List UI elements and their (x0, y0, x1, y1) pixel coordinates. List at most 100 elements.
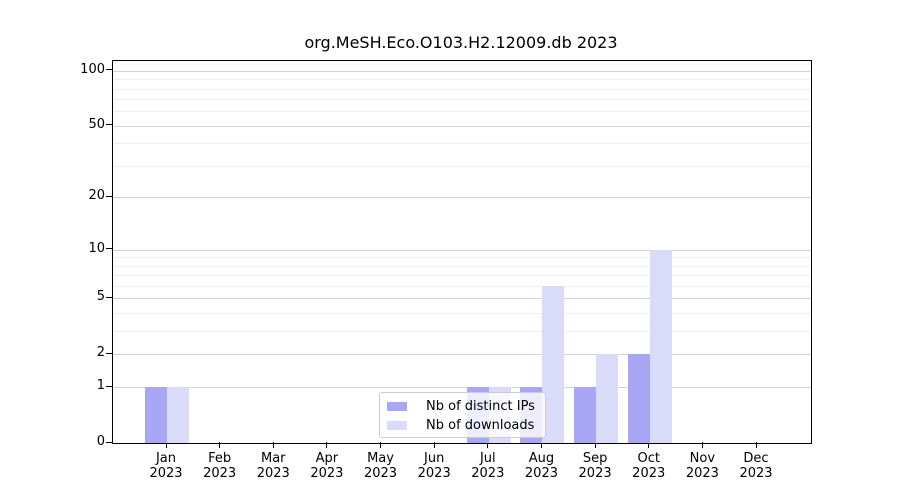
legend-item-distinct-ips: Nb of distinct IPs (380, 397, 545, 416)
x-tick-year-apr: 2023 (310, 466, 344, 481)
bar-downloads-aug (542, 286, 565, 443)
x-tick-year-feb: 2023 (203, 466, 237, 481)
x-tick-mark-sep (594, 442, 596, 448)
gridline-minor-90 (113, 79, 811, 81)
bar-downloads-sep (596, 354, 619, 443)
x-tick-month-apr: Apr (315, 451, 339, 466)
legend-item-downloads: Nb of downloads (380, 416, 545, 435)
x-tick-month-nov: Nov (689, 451, 716, 466)
gridline-major-1 (113, 387, 811, 389)
legend-swatch-distinct-ips (387, 402, 407, 411)
y-tick-label-20: 20 (88, 188, 105, 204)
x-tick-year-jan: 2023 (149, 466, 183, 481)
legend-label-distinct-ips: Nb of distinct IPs (426, 399, 535, 414)
y-tick-mark-1 (106, 385, 112, 387)
x-tick-month-sep: Sep (582, 451, 608, 466)
x-tick-label-nov: Nov 2023 (667, 451, 737, 481)
x-tick-month-mar: Mar (261, 451, 286, 466)
gridline-major-10 (113, 249, 811, 251)
x-tick-label-aug: Aug 2023 (506, 451, 576, 481)
x-tick-month-jul: Jul (479, 451, 496, 466)
gridline-minor-3 (113, 331, 811, 333)
x-tick-label-dec: Dec 2023 (721, 451, 791, 481)
y-tick-label-2: 2 (96, 345, 105, 361)
gridline-major-20 (113, 197, 811, 199)
x-tick-month-oct: Oct (637, 451, 660, 466)
x-tick-mark-mar (272, 442, 274, 448)
x-tick-mark-may (380, 442, 382, 448)
gridline-minor-8 (113, 265, 811, 267)
x-tick-month-feb: Feb (208, 451, 232, 466)
x-tick-year-jul: 2023 (471, 466, 505, 481)
gridline-minor-70 (113, 99, 811, 101)
x-tick-label-feb: Feb 2023 (185, 451, 255, 481)
gridline-minor-80 (113, 88, 811, 90)
y-tick-mark-10 (106, 248, 112, 250)
x-tick-year-sep: 2023 (578, 466, 612, 481)
x-tick-label-jan: Jan 2023 (131, 451, 201, 481)
x-tick-year-oct: 2023 (632, 466, 666, 481)
gridline-major-2 (113, 354, 811, 356)
bar-distinct-ips-jan (145, 387, 167, 443)
x-tick-label-sep: Sep 2023 (560, 451, 630, 481)
x-tick-year-may: 2023 (363, 466, 398, 481)
x-tick-mark-jul (487, 442, 489, 448)
y-tick-label-10: 10 (88, 240, 105, 256)
x-tick-mark-feb (219, 442, 221, 448)
y-tick-label-0: 0 (96, 434, 105, 449)
legend: Nb of distinct IPs Nb of downloads (379, 392, 546, 438)
y-tick-mark-5 (106, 296, 112, 298)
x-tick-label-apr: Apr 2023 (292, 451, 362, 481)
gridline-minor-40 (113, 143, 811, 145)
x-tick-year-jun: 2023 (417, 466, 451, 481)
x-tick-mark-nov (701, 442, 703, 448)
x-tick-mark-oct (648, 442, 650, 448)
gridline-major-100 (113, 70, 811, 72)
x-tick-year-dec: 2023 (739, 466, 773, 481)
gridline-minor-60 (113, 111, 811, 113)
x-tick-month-jun: Jun (424, 451, 445, 466)
chart-title: org.MeSH.Eco.O103.H2.12009.db 2023 (304, 33, 618, 52)
gridline-minor-6 (113, 286, 811, 288)
x-tick-label-jun: Jun 2023 (399, 451, 469, 481)
legend-swatch-downloads (387, 421, 407, 430)
x-tick-mark-aug (540, 442, 542, 448)
gridline-major-5 (113, 298, 811, 300)
x-tick-mark-apr (326, 442, 328, 448)
x-tick-mark-jun (433, 442, 435, 448)
x-tick-label-may: May 2023 (346, 451, 416, 481)
x-tick-month-dec: Dec (743, 451, 769, 466)
x-tick-label-oct: Oct 2023 (614, 451, 684, 481)
x-tick-label-jul: Jul 2023 (453, 451, 523, 481)
gridline-minor-7 (113, 275, 811, 277)
x-tick-mark-dec (755, 442, 757, 448)
x-tick-year-nov: 2023 (685, 466, 719, 481)
y-tick-label-1: 1 (96, 378, 105, 394)
gridline-minor-30 (113, 166, 811, 168)
gridline-minor-9 (113, 257, 811, 259)
gridline-minor-4 (113, 313, 811, 315)
y-tick-label-5: 5 (96, 289, 105, 305)
y-tick-mark-50 (106, 124, 112, 126)
x-tick-month-aug: Aug (528, 451, 555, 466)
x-tick-year-aug: 2023 (524, 466, 558, 481)
plot-area: Nb of distinct IPs Nb of downloads (112, 60, 812, 444)
y-tick-mark-0 (106, 441, 112, 443)
x-tick-mark-jan (165, 442, 167, 448)
x-tick-label-mar: Mar 2023 (238, 451, 308, 481)
y-tick-mark-2 (106, 352, 112, 354)
bar-distinct-ips-sep (574, 387, 597, 443)
bar-distinct-ips-oct (627, 354, 650, 443)
x-tick-month-may: May (367, 451, 394, 466)
x-tick-year-mar: 2023 (256, 466, 290, 481)
legend-label-downloads: Nb of downloads (426, 418, 535, 433)
bar-downloads-oct (649, 249, 672, 443)
y-tick-label-100: 100 (80, 61, 105, 77)
y-tick-label-50: 50 (88, 116, 105, 132)
y-tick-mark-20 (106, 195, 112, 197)
bar-downloads-jan (167, 387, 189, 443)
y-tick-mark-100 (106, 69, 112, 71)
gridline-major-50 (113, 125, 811, 127)
x-tick-month-jan: Jan (155, 451, 177, 466)
